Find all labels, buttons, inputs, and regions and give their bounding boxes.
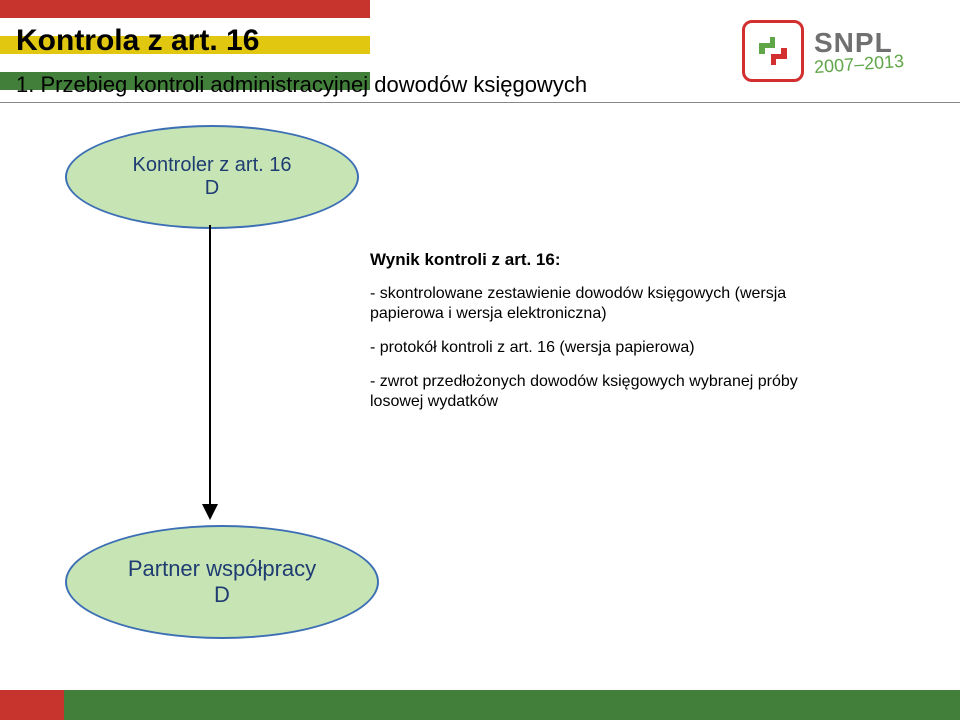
result-heading: Wynik kontroli z art. 16:	[370, 250, 850, 270]
arrow-head-icon	[202, 504, 218, 520]
page-subtitle: 1. Przebieg kontroli administracyjnej do…	[16, 72, 587, 98]
ellipse-partner-line1: Partner współpracy	[128, 556, 316, 582]
ellipse-partner: Partner współpracy D	[65, 525, 379, 639]
arrow-shaft	[209, 225, 211, 504]
header-stripe-1	[0, 0, 370, 18]
page-title: Kontrola z art. 16	[16, 24, 259, 58]
result-item-3: - zwrot przedłożonych dowodów księgowych…	[370, 372, 850, 412]
result-item-1: - skontrolowane zestawienie dowodów księ…	[370, 284, 850, 324]
ellipse-controller: Kontroler z art. 16 D	[65, 125, 359, 229]
snpl-logo-icon	[742, 20, 804, 82]
footer-green	[64, 690, 960, 720]
slide-page: Kontrola z art. 16 1. Przebieg kontroli …	[0, 0, 960, 720]
result-item-2: - protokół kontroli z art. 16 (wersja pa…	[370, 338, 850, 358]
ellipse-partner-line2: D	[214, 582, 230, 608]
snpl-logo: SNPL 2007–2013	[742, 14, 932, 88]
ellipse-controller-line1: Kontroler z art. 16	[133, 154, 292, 177]
ellipse-controller-line2: D	[205, 177, 219, 200]
header-rule	[0, 102, 960, 103]
footer-red	[0, 690, 64, 720]
snpl-logo-text: SNPL 2007–2013	[814, 29, 904, 74]
result-block: Wynik kontroli z art. 16: - skontrolowan…	[370, 250, 850, 426]
